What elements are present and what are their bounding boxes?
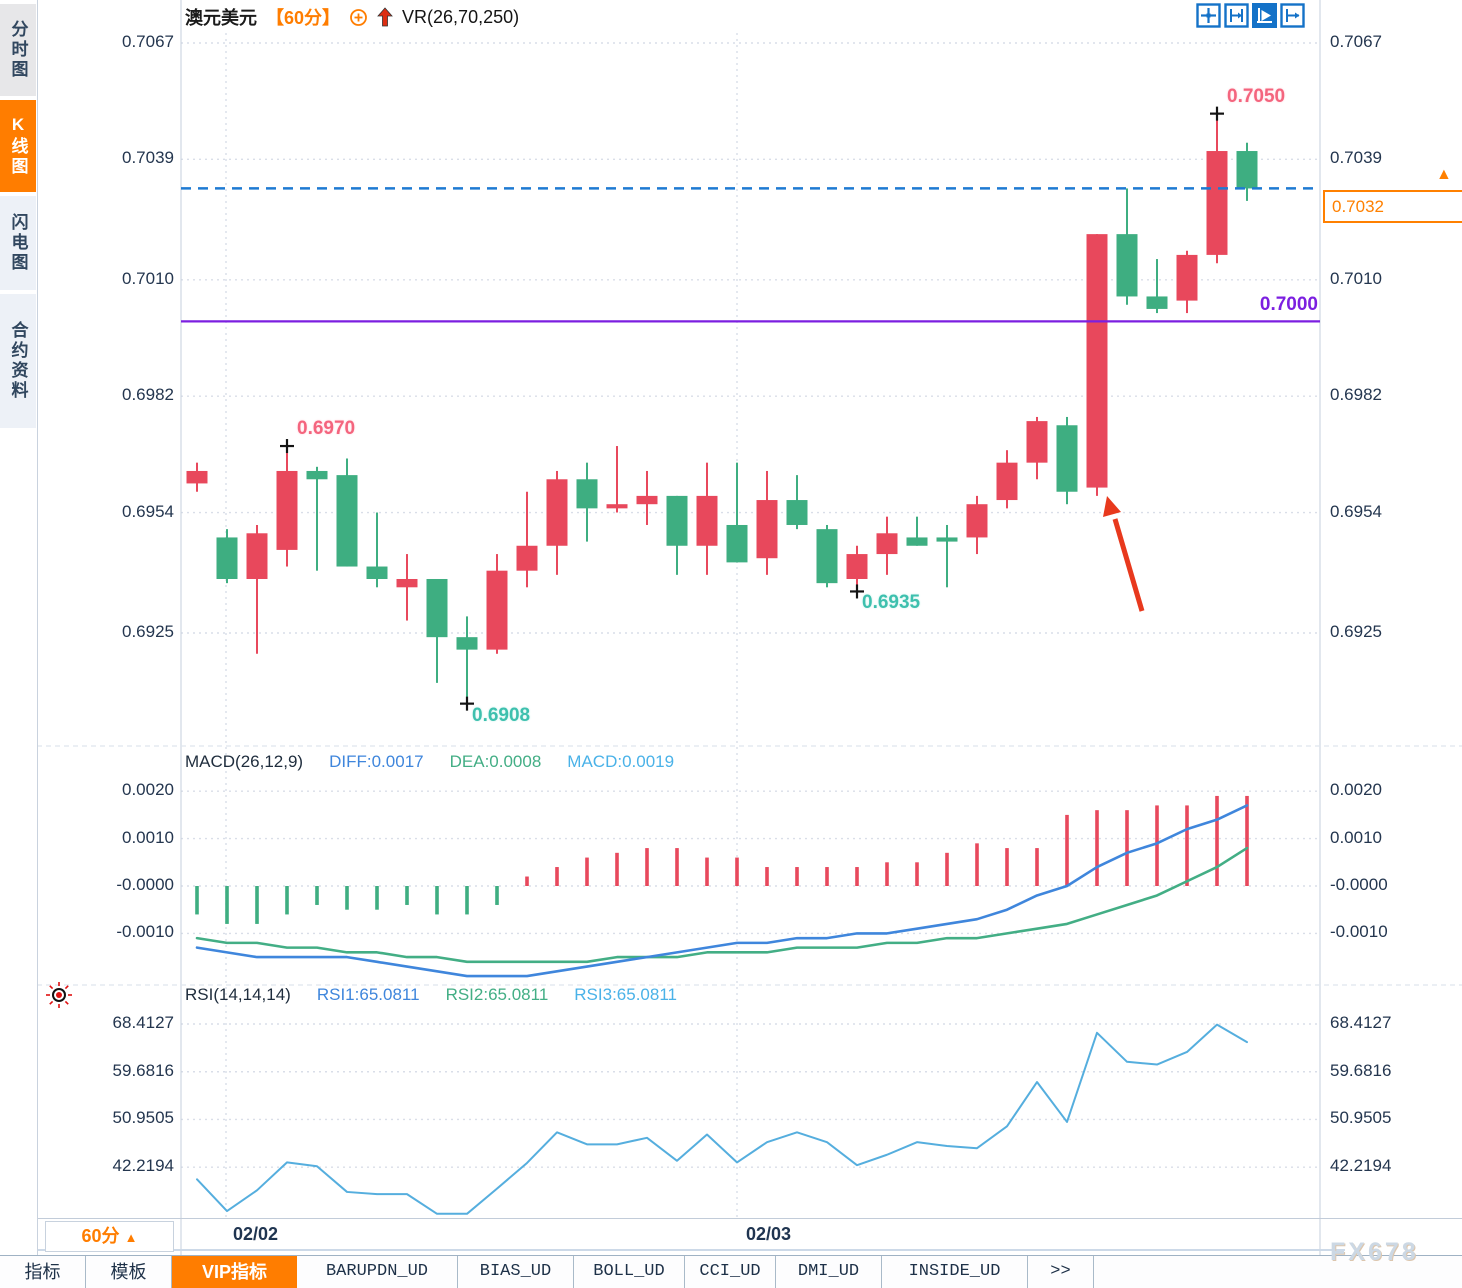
timeframe-box[interactable]: 60分 ▲ xyxy=(45,1221,174,1252)
add-indicator-icon[interactable] xyxy=(349,8,368,27)
tab-inside-ud[interactable]: INSIDE_UD xyxy=(882,1256,1028,1288)
indicator-settings-sun-icon[interactable] xyxy=(44,980,74,1010)
axis-range-icon[interactable] xyxy=(1224,3,1249,28)
x-axis-date-0202: 02/02 xyxy=(233,1224,279,1244)
axis-label: 0.7010 xyxy=(122,268,174,288)
tab-boll-ud[interactable]: BOLL_UD xyxy=(574,1256,685,1288)
axis-label: 50.9505 xyxy=(112,1108,174,1128)
axis-label: 0.7010 xyxy=(1330,268,1382,288)
axis-label: 0.7039 xyxy=(122,148,174,168)
axis-label: 0.0020 xyxy=(122,780,174,800)
sidebar-tab-kline-chart[interactable]: K线图 xyxy=(0,100,36,192)
macd-header: MACD(26,12,9) DIFF:0.0017 DEA:0.0008 MAC… xyxy=(185,752,674,772)
tab-templates[interactable]: 模板 xyxy=(86,1256,172,1288)
axis-label: -0.0010 xyxy=(1330,922,1388,942)
axis-label: 0.7067 xyxy=(1330,32,1382,51)
rsi-header: RSI(14,14,14) RSI1:65.0811 RSI2:65.0811 … xyxy=(185,985,677,1005)
sidebar-tab-time-chart[interactable]: 分时图 xyxy=(0,4,36,96)
up-arrow-icon xyxy=(377,6,393,26)
price-annotation: 0.6908 xyxy=(472,704,531,726)
crosshair-pan-icon[interactable] xyxy=(1196,3,1221,28)
shift-right-icon[interactable] xyxy=(1280,3,1305,28)
axis-label: 0.6982 xyxy=(1330,385,1382,405)
bottom-tabbar: 指标 模板 VIP指标 BARUPDN_UD BIAS_UD BOLL_UD C… xyxy=(0,1255,1462,1288)
axis-label: 0.7039 xyxy=(1330,148,1382,168)
tab-cci-ud[interactable]: CCI_UD xyxy=(685,1256,776,1288)
watermark: FX678 xyxy=(1330,1238,1419,1266)
tab-more[interactable]: >> xyxy=(1028,1256,1094,1288)
symbol-title: 澳元美元 xyxy=(185,8,257,28)
axis-label: 42.2194 xyxy=(112,1156,174,1176)
tab-barupdn-ud[interactable]: BARUPDN_UD xyxy=(297,1256,458,1288)
macd-macd-value: MACD:0.0019 xyxy=(567,752,675,771)
vr-indicator-label: VR(26,70,250) xyxy=(402,6,520,27)
rsi2-value: RSI2:65.0811 xyxy=(445,985,549,1004)
axis-label: 0.0010 xyxy=(1330,827,1382,847)
rsi1-value: RSI1:65.0811 xyxy=(316,985,420,1004)
axis-label: -0.0000 xyxy=(1330,875,1388,894)
price-annotation: 0.7050 xyxy=(1227,85,1286,107)
sidebar-tab-contract-info[interactable]: 合约资料 xyxy=(0,294,36,428)
timeframe-label[interactable]: 【60分】 xyxy=(266,8,341,28)
tab-indicators[interactable]: 指标 xyxy=(0,1256,86,1288)
macd-dea-value: DEA:0.0008 xyxy=(449,752,542,771)
axis-label: 68.4127 xyxy=(112,1013,174,1032)
tab-bias-ud[interactable]: BIAS_UD xyxy=(458,1256,574,1288)
axis-label: 59.6816 xyxy=(112,1060,174,1080)
rsi-title: RSI(14,14,14) xyxy=(185,985,291,1004)
price-annotation: 0.6935 xyxy=(862,592,921,614)
price-annotation: 0.6970 xyxy=(297,418,356,440)
axis-label: 0.7067 xyxy=(122,32,174,51)
axis-label: 59.6816 xyxy=(1330,1060,1392,1080)
pointer-select-icon[interactable] xyxy=(1252,3,1277,28)
axis-label: 0.6982 xyxy=(122,385,174,405)
divider xyxy=(0,1249,1345,1251)
support-line-label: 0.7000 xyxy=(1259,294,1318,316)
axis-label: 0.6925 xyxy=(1330,622,1382,641)
timeframe-text: 60分 xyxy=(81,1226,120,1246)
current-price-box: 0.7032 xyxy=(1323,190,1462,224)
axis-label: 0.0010 xyxy=(122,827,174,847)
axis-label: 0.6954 xyxy=(122,501,174,521)
x-axis-date-0203: 02/03 xyxy=(746,1224,792,1244)
chart-bottom-border xyxy=(0,1218,1462,1219)
macd-diff-value: DIFF:0.0017 xyxy=(329,752,424,771)
axis-label: 0.6954 xyxy=(1330,501,1382,521)
axis-label: 0.6925 xyxy=(122,622,174,641)
axis-label: 68.4127 xyxy=(1330,1013,1392,1032)
price-up-marker-icon: ▲ xyxy=(1436,166,1452,184)
rsi3-value: RSI3:65.0811 xyxy=(574,985,677,1004)
tab-dmi-ud[interactable]: DMI_UD xyxy=(776,1256,882,1288)
axis-label: 50.9505 xyxy=(1330,1108,1392,1128)
axis-label: 42.2194 xyxy=(1330,1156,1392,1176)
axis-label: -0.0010 xyxy=(116,922,174,942)
tab-vip-indicators[interactable]: VIP指标 xyxy=(172,1256,297,1288)
axis-label: 0.0020 xyxy=(1330,780,1382,800)
axis-label: -0.0000 xyxy=(116,875,174,894)
chart-toolbar xyxy=(1196,3,1305,28)
sidebar: 分时图 K线图 闪电图 合约资料 xyxy=(0,0,38,1288)
chart-header: 澳元美元 【60分】 VR(26,70,250) xyxy=(185,5,519,29)
macd-title: MACD(26,12,9) xyxy=(185,752,304,771)
timeframe-arrow-icon: ▲ xyxy=(124,1230,138,1245)
sidebar-tab-flash-chart[interactable]: 闪电图 xyxy=(0,196,36,290)
